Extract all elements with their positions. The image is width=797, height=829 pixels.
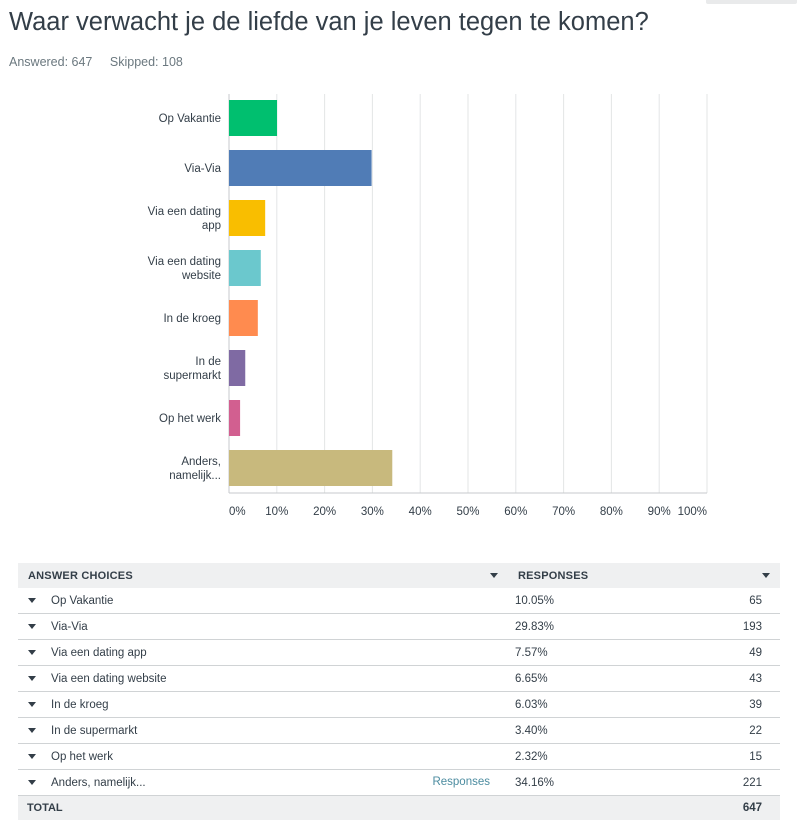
choice-label: In de supermarkt: [51, 724, 138, 737]
bar: [229, 450, 393, 486]
responses-header-label: RESPONSES: [518, 569, 589, 582]
category-label: Op het werk: [159, 413, 221, 425]
x-tick-label: 10%: [265, 506, 288, 518]
table-row: Via een dating app 7.57% 49: [18, 639, 780, 666]
choice-cell: Anders, namelijk... Responses: [18, 769, 508, 796]
x-tick-label: 30%: [361, 506, 384, 518]
count-cell: 15: [645, 743, 780, 770]
choice-label: Op Vakantie: [51, 594, 114, 607]
count-cell: 65: [645, 588, 780, 614]
count-cell: 193: [645, 613, 780, 640]
choice-cell: In de kroeg: [18, 691, 508, 718]
answer-choices-header[interactable]: ANSWER CHOICES: [18, 563, 508, 588]
total-row: TOTAL 647: [18, 795, 780, 820]
category-label: Via een dating: [148, 206, 221, 218]
bar: [229, 250, 261, 286]
answered-count: Answered: 647: [9, 55, 93, 69]
percent-cell: 6.03%: [508, 691, 645, 718]
choice-cell: Via een dating website: [18, 665, 508, 692]
bar: [229, 200, 266, 236]
expand-caret-icon[interactable]: [28, 598, 36, 603]
bar: [229, 350, 246, 386]
category-label: Via een dating: [148, 256, 221, 268]
x-tick-label: 80%: [600, 506, 623, 518]
expand-caret-icon[interactable]: [28, 624, 36, 629]
choice-cell: Op het werk: [18, 743, 508, 770]
percent-cell: 29.83%: [508, 613, 645, 640]
choice-label: Via een dating app: [51, 646, 147, 659]
category-label: In de: [195, 356, 221, 368]
percent-cell: 6.65%: [508, 665, 645, 692]
responses-link[interactable]: Responses: [432, 776, 490, 788]
response-stats: Answered: 647 Skipped: 108: [9, 55, 197, 69]
x-tick-label: 0%: [229, 506, 246, 518]
sort-caret-icon[interactable]: [762, 573, 770, 578]
percent-cell: 7.57%: [508, 639, 645, 666]
bar: [229, 100, 278, 136]
choice-label: Anders, namelijk...: [51, 776, 146, 789]
choice-cell: In de supermarkt: [18, 717, 508, 744]
category-label: In de kroeg: [163, 313, 221, 325]
count-cell: 49: [645, 639, 780, 666]
total-label: TOTAL: [18, 795, 508, 820]
top-edge-tab: [706, 0, 797, 4]
table-row: Via een dating website 6.65% 43: [18, 665, 780, 692]
percent-cell: 34.16%: [508, 769, 645, 796]
total-count: 647: [645, 795, 780, 820]
x-tick-label: 50%: [456, 506, 479, 518]
bar: [229, 300, 258, 336]
category-label: Op Vakantie: [159, 113, 221, 125]
percent-cell: 10.05%: [508, 588, 645, 614]
total-pct-cell: [508, 795, 645, 820]
x-tick-label: 60%: [504, 506, 527, 518]
bar: [229, 400, 241, 436]
choice-label: In de kroeg: [51, 698, 109, 711]
expand-caret-icon[interactable]: [28, 676, 36, 681]
expand-caret-icon[interactable]: [28, 780, 36, 785]
category-label: website: [181, 270, 221, 282]
bar-chart: 0% 10% 20% 30% 40% 50% 60% 70% 80% 90% 100% Op Vaka…: [148, 94, 708, 518]
table-row: Op Vakantie 10.05% 65: [18, 588, 780, 614]
table-row: In de supermarkt 3.40% 22: [18, 717, 780, 744]
question-title: Waar verwacht je de liefde van je leven …: [9, 8, 649, 36]
percent-cell: 3.40%: [508, 717, 645, 744]
choice-cell: Op Vakantie: [18, 588, 508, 614]
category-label: app: [202, 220, 221, 232]
x-tick-label: 40%: [409, 506, 432, 518]
choice-cell: Via een dating app: [18, 639, 508, 666]
expand-caret-icon[interactable]: [28, 754, 36, 759]
results-table-body: Op Vakantie 10.05% 65 Via-Via 29.83% 193 Via e…: [18, 588, 780, 796]
sort-caret-icon[interactable]: [490, 573, 498, 578]
table-row: Op het werk 2.32% 15: [18, 743, 780, 770]
category-label: supermarkt: [163, 370, 221, 382]
category-label: Anders,: [181, 456, 221, 468]
choice-cell: Via-Via: [18, 613, 508, 640]
expand-caret-icon[interactable]: [28, 728, 36, 733]
results-table: ANSWER CHOICES RESPONSES Op Vakantie 10.0…: [18, 563, 780, 820]
responses-header[interactable]: RESPONSES: [508, 563, 780, 588]
skipped-count: Skipped: 108: [109, 55, 183, 69]
table-row: In de kroeg 6.03% 39: [18, 691, 780, 718]
count-cell: 221: [645, 769, 780, 796]
count-cell: 43: [645, 665, 780, 692]
percent-cell: 2.32%: [508, 743, 645, 770]
table-row: Anders, namelijk... Responses 34.16% 221: [18, 769, 780, 796]
category-label: Via-Via: [184, 163, 221, 175]
choice-label: Via-Via: [51, 620, 88, 633]
x-tick-label: 70%: [552, 506, 575, 518]
category-label: namelijk...: [169, 470, 221, 482]
choice-label: Op het werk: [51, 750, 113, 763]
x-tick-label: 20%: [313, 506, 336, 518]
table-row: Via-Via 29.83% 193: [18, 613, 780, 640]
expand-caret-icon[interactable]: [28, 702, 36, 707]
x-tick-label: 100%: [678, 506, 707, 518]
choice-label: Via een dating website: [51, 672, 167, 685]
bar: [229, 150, 372, 186]
x-tick-label: 90%: [648, 506, 671, 518]
count-cell: 22: [645, 717, 780, 744]
count-cell: 39: [645, 691, 780, 718]
expand-caret-icon[interactable]: [28, 650, 36, 655]
answer-choices-header-label: ANSWER CHOICES: [28, 569, 133, 582]
